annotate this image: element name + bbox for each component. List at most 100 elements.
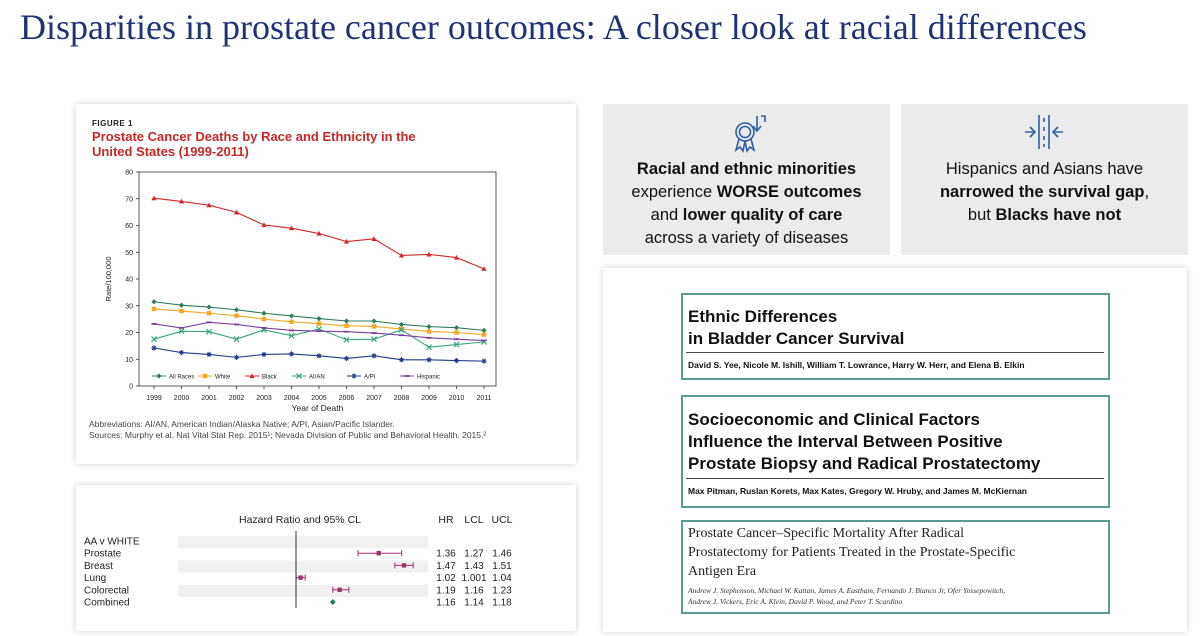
- y-axis-label: Rate/100,000: [104, 256, 113, 301]
- data-point-white: [289, 319, 294, 324]
- forest-lcl-value: 1.001: [461, 573, 486, 584]
- forest-hr-value: 1.16: [436, 598, 456, 609]
- data-point-a-pi: [426, 357, 432, 363]
- forest-row-label: Combined: [84, 598, 130, 609]
- data-point-hispanic: [398, 334, 405, 337]
- y-tick-label: 50: [125, 250, 133, 257]
- data-point-white: [454, 330, 459, 335]
- legend-marker-ai-an: [295, 372, 303, 380]
- paper-1-title: Ethnic Differences in Bladder Cancer Sur…: [688, 307, 905, 348]
- data-point-hispanic: [426, 336, 432, 339]
- x-tick-label: 2007: [366, 395, 382, 402]
- y-tick-label: 10: [125, 357, 133, 364]
- x-tick-label: 2004: [284, 395, 300, 402]
- keypoint-0-fragment: across a variety of diseases: [644, 229, 849, 247]
- legend-marker-all-races: [156, 373, 162, 379]
- data-point-hispanic: [261, 327, 267, 329]
- paper-1-authors: David S. Yee, Nicole M. Ishill, William …: [688, 360, 1025, 370]
- y-tick-label: 80: [125, 170, 133, 177]
- y-tick-label: 70: [125, 196, 133, 203]
- award-ribbon-icon: [728, 112, 770, 154]
- x-tick-label: 1999: [146, 395, 162, 402]
- forest-row-label: Prostate: [84, 549, 122, 560]
- forest-ucl-value: 1.23: [492, 585, 512, 596]
- forest-ucl-value: 1.46: [492, 549, 512, 560]
- y-tick-label: 20: [125, 330, 133, 337]
- data-point-ai-an: [205, 328, 213, 335]
- data-point-hispanic: [288, 329, 295, 332]
- data-point-ai-an: [233, 336, 240, 343]
- forest-combined-diamond: [329, 599, 336, 605]
- keypoint-1-fragment: but: [967, 206, 996, 224]
- figure-title: Prostate Cancer Deaths by Race and Ethni…: [92, 129, 416, 159]
- data-point-hispanic: [178, 327, 185, 329]
- data-point-black: [206, 202, 212, 208]
- legend-marker-hispanic: [404, 375, 410, 377]
- slide-title: Disparities in prostate cancer outcomes:…: [20, 7, 1087, 47]
- paper-psa-era-mortality: [681, 520, 1110, 614]
- paper-2-title: Socioeconomic and Clinical Factors Influ…: [688, 410, 1041, 473]
- data-point-white: [371, 324, 377, 329]
- x-tick-label: 2001: [201, 395, 217, 402]
- data-point-a-pi: [178, 349, 185, 356]
- data-point-a-pi: [288, 351, 295, 357]
- forest-hr-value: 1.36: [436, 549, 456, 560]
- data-point-ai-an: [453, 341, 460, 348]
- paper-bladder-cancer: [681, 293, 1110, 380]
- legend-marker-a-pi: [351, 373, 357, 379]
- forest-col-hr: HR: [438, 514, 454, 526]
- x-axis-label: Year of Death: [292, 403, 344, 413]
- data-point-ai-an: [178, 328, 185, 335]
- data-point-ai-an: [150, 336, 158, 343]
- x-tick-label: 2009: [421, 395, 437, 402]
- x-tick-label: 2005: [311, 395, 327, 402]
- data-point-black: [261, 222, 267, 228]
- forest-row-label: Breast: [84, 561, 113, 572]
- series-black: [151, 195, 487, 271]
- legend-label-hispanic: Hispanic: [417, 374, 440, 380]
- x-tick-label: 2010: [449, 395, 465, 402]
- forest-plot-card: [76, 485, 576, 631]
- series-hispanic: [151, 321, 487, 342]
- data-point-hispanic: [453, 338, 460, 341]
- series-ai-an: [150, 325, 488, 351]
- keypoint-0-fragment: WORSE outcomes: [716, 183, 862, 201]
- keypoint-1-fragment: narrowed the survival gap: [939, 183, 1145, 201]
- data-point-white: [206, 311, 212, 316]
- data-point-a-pi: [261, 351, 267, 358]
- forest-point: [298, 575, 303, 580]
- y-tick-label: 40: [125, 277, 133, 284]
- forest-col-ucl: UCL: [491, 514, 512, 526]
- data-point-a-pi: [371, 353, 377, 359]
- forest-hr-value: 1.02: [436, 573, 456, 584]
- data-point-all-races: [426, 324, 432, 330]
- forest-point: [337, 587, 342, 592]
- data-point-white: [481, 332, 487, 337]
- x-tick-label: 2008: [394, 395, 410, 402]
- data-point-all-races: [206, 304, 212, 310]
- data-point-black: [288, 225, 295, 231]
- data-point-a-pi: [233, 354, 240, 360]
- data-point-ai-an: [398, 326, 405, 333]
- data-point-all-races: [316, 315, 322, 322]
- data-point-black: [481, 266, 487, 271]
- figure-footnote: Abbreviations: AI/AN, American Indian/Al…: [89, 419, 559, 441]
- figure1-card: [76, 104, 576, 464]
- data-point-all-races: [453, 325, 460, 331]
- data-point-black: [426, 251, 432, 257]
- data-point-a-pi: [151, 345, 157, 351]
- data-point-white: [426, 329, 432, 334]
- data-point-black: [233, 209, 240, 215]
- data-point-hispanic: [206, 321, 212, 324]
- data-point-all-races: [261, 310, 267, 316]
- x-tick-label: 2000: [174, 395, 190, 402]
- keypoint-0-fragment: lower quality of care: [682, 206, 843, 224]
- keypoint-text-outcomes: Racial and ethnic minorities experience W…: [603, 158, 890, 250]
- data-point-hispanic: [151, 323, 157, 325]
- data-point-white: [179, 308, 184, 314]
- forest-header: Hazard Ratio and 95% CL: [239, 514, 361, 526]
- keypoint-0-fragment: Racial and ethnic minorities: [636, 160, 857, 178]
- data-point-black: [371, 236, 377, 241]
